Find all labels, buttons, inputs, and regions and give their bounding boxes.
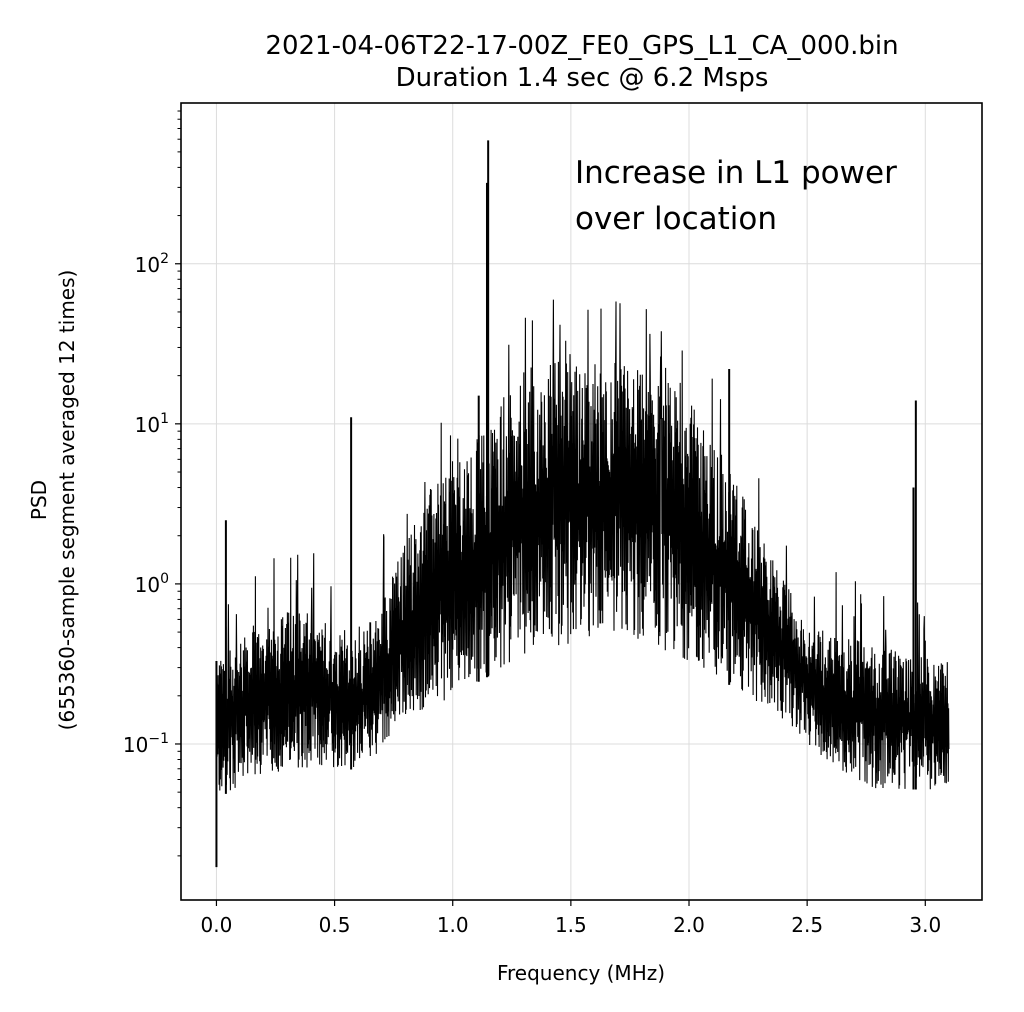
y-axis-label-line1: PSD (27, 480, 51, 520)
x-tick-label: 1.0 (437, 913, 469, 937)
y-axis-label-line2: (655360-sample segment averaged 12 times… (55, 270, 79, 731)
x-tick-label: 0.5 (319, 913, 351, 937)
y-tick-label: 101 (135, 411, 169, 437)
y-tick-label: 102 (135, 251, 169, 277)
annotation-line1: Increase in L1 power (575, 155, 897, 191)
y-tick-label: 10−1 (123, 731, 169, 757)
x-tick-label: 0.0 (201, 913, 233, 937)
psd-trace (215, 299, 950, 791)
x-axis-label: Frequency (MHz) (497, 961, 665, 985)
x-tick-label: 2.0 (673, 913, 705, 937)
x-tick-label: 3.0 (909, 913, 941, 937)
annotation-line2: over location (575, 201, 777, 237)
y-tick-label: 100 (135, 571, 169, 597)
ticks: 0.0 0.5 1.0 1.5 2.0 2.5 3.0 102 101 100 10−1 (123, 110, 941, 937)
x-tick-label: 1.5 (555, 913, 587, 937)
plot-frame (180, 102, 983, 901)
chart-title: 2021-04-06T22-17-00Z_FE0_GPS_L1_CA_000.b… (265, 31, 898, 61)
x-tick-label: 2.5 (791, 913, 823, 937)
chart-subtitle: Duration 1.4 sec @ 6.2 Msps (396, 63, 769, 93)
psd-trace-group (215, 140, 950, 868)
